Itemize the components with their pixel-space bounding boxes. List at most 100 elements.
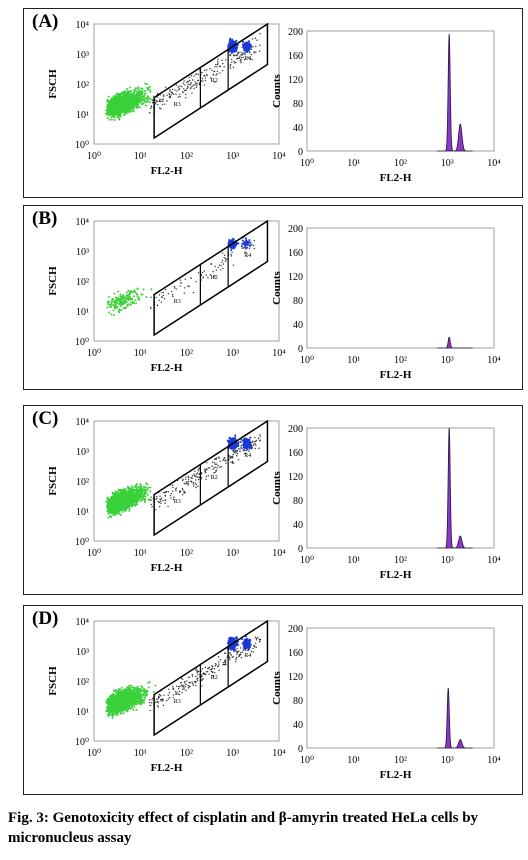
green-point xyxy=(140,87,143,90)
green-point xyxy=(125,505,128,508)
black-point xyxy=(232,450,234,452)
green-point xyxy=(147,686,150,689)
green-point xyxy=(125,295,128,298)
x-tick-label: 10⁴ xyxy=(272,348,286,359)
green-point xyxy=(133,103,136,106)
green-point xyxy=(119,710,122,713)
scatter-frame xyxy=(93,420,280,542)
black-point xyxy=(215,469,217,471)
green-point xyxy=(111,299,114,302)
black-point xyxy=(253,52,256,54)
black-point xyxy=(251,58,253,61)
black-point xyxy=(197,485,199,487)
black-point xyxy=(169,96,172,98)
black-point xyxy=(259,33,261,35)
green-point xyxy=(135,483,138,486)
black-point xyxy=(215,63,217,66)
black-point xyxy=(191,85,193,88)
green-point xyxy=(120,495,123,498)
black-point xyxy=(196,84,198,87)
scatter-plot: 10⁰ 10¹ 10² 10³ 10⁴10⁰10¹10²10³10⁴FL2-HFSCHR… xyxy=(47,217,286,374)
green-point xyxy=(148,97,151,100)
green-point xyxy=(137,96,140,99)
y-tick-label: 10⁰ xyxy=(75,737,89,748)
green-point xyxy=(121,501,124,504)
blue-point xyxy=(230,439,233,442)
green-point xyxy=(126,492,129,495)
green-point xyxy=(146,489,149,492)
x-axis-label: FL2-H xyxy=(151,762,183,774)
black-point xyxy=(219,460,221,463)
black-point xyxy=(183,88,185,90)
green-point xyxy=(128,95,131,98)
green-point xyxy=(139,487,142,490)
black-point xyxy=(172,498,175,500)
black-point xyxy=(241,447,243,450)
green-point xyxy=(117,504,120,507)
blue-point xyxy=(247,48,250,51)
green-point xyxy=(113,495,116,498)
black-point xyxy=(169,495,172,497)
black-point xyxy=(149,101,151,103)
green-point xyxy=(124,97,127,100)
black-point xyxy=(209,274,212,276)
blue-point xyxy=(228,43,231,46)
green-point xyxy=(127,506,130,509)
black-point xyxy=(241,54,244,56)
black-point xyxy=(217,465,219,467)
green-point xyxy=(113,504,116,507)
hist-y-tick-label: 160 xyxy=(288,51,303,62)
hist-x-tick-label: 10² xyxy=(394,158,407,169)
black-point xyxy=(150,105,153,107)
panel-svg: 10⁰ 10¹ 10² 10³ 10⁴10⁰10¹10²10³10⁴FL2-HFSCHR… xyxy=(47,217,501,381)
black-point xyxy=(159,495,161,497)
black-point xyxy=(178,93,181,95)
black-point xyxy=(251,38,254,40)
black-point xyxy=(231,61,233,64)
blue-point xyxy=(235,48,238,51)
blue-point xyxy=(245,47,248,50)
black-point xyxy=(172,486,174,489)
green-point xyxy=(111,510,114,513)
black-point xyxy=(259,44,261,46)
black-point xyxy=(167,293,170,295)
blue-point xyxy=(233,49,236,52)
black-point xyxy=(242,56,244,59)
blue-point xyxy=(234,45,237,48)
black-point xyxy=(230,254,232,256)
black-point xyxy=(186,85,189,87)
black-point xyxy=(197,272,200,274)
black-point xyxy=(184,287,186,289)
black-point xyxy=(194,482,197,484)
black-point xyxy=(213,276,215,278)
green-point xyxy=(127,298,130,301)
black-point xyxy=(191,92,193,95)
green-point xyxy=(114,112,117,115)
black-point xyxy=(204,470,207,472)
gate-label: R3 xyxy=(174,102,181,108)
hist-y-tick-label: 200 xyxy=(288,424,303,435)
y-tick-label: 10⁴ xyxy=(76,217,90,228)
blue-point xyxy=(245,446,248,449)
gate-label: R2 xyxy=(211,78,218,84)
green-point xyxy=(111,118,114,121)
scatter-plot: 10⁰ 10¹ 10² 10³ 10⁴10⁰10¹10²10³10⁴FL2-HFSCHR… xyxy=(47,20,286,177)
black-point xyxy=(162,499,164,502)
black-point xyxy=(162,100,164,103)
green-point xyxy=(134,87,137,90)
green-point xyxy=(115,495,118,498)
black-point xyxy=(200,472,203,474)
y-tick-label: 10⁰ xyxy=(75,537,89,548)
histogram-frame xyxy=(306,227,495,349)
green-point xyxy=(112,314,115,317)
black-point xyxy=(252,46,254,48)
green-point xyxy=(115,491,118,494)
green-point xyxy=(139,91,142,94)
x-tick-label: 10³ xyxy=(226,748,239,759)
black-point xyxy=(238,51,240,54)
x-tick-label: 10² xyxy=(180,151,193,162)
black-point xyxy=(156,304,159,306)
green-point xyxy=(113,301,116,304)
blue-point xyxy=(248,244,251,247)
